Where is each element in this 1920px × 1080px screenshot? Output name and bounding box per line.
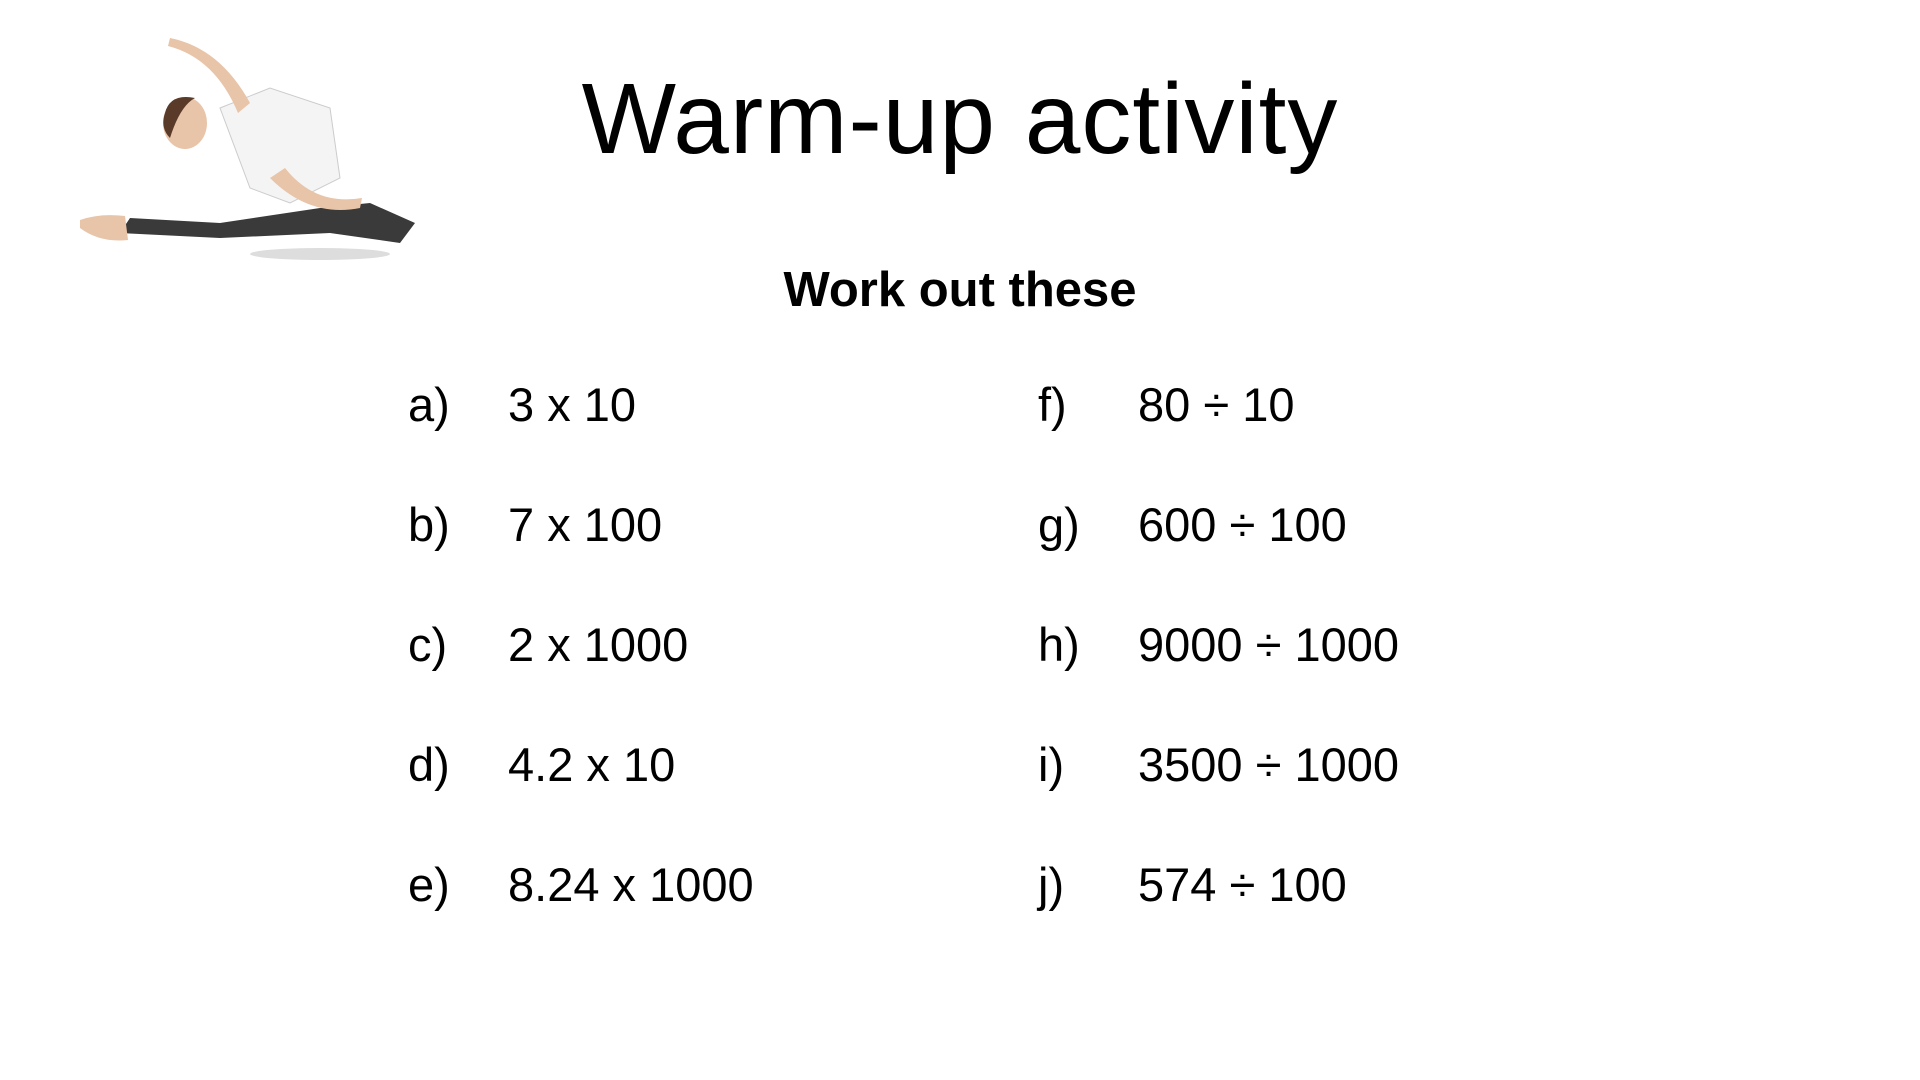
question-label: a) bbox=[408, 378, 450, 431]
question-expression: 4.2 x 10 bbox=[508, 738, 676, 791]
question-expression: 3500 ÷ 1000 bbox=[1138, 738, 1400, 791]
question-expression: 600 ÷ 100 bbox=[1138, 498, 1347, 551]
question-label: c) bbox=[408, 618, 448, 671]
question-expression: 3 x 10 bbox=[508, 378, 637, 431]
question-expression: 7 x 100 bbox=[508, 498, 663, 551]
stretching-woman-image bbox=[70, 28, 430, 268]
question-label: d) bbox=[408, 738, 450, 791]
instructions-heading: Work out these bbox=[783, 263, 1137, 317]
question-label: e) bbox=[408, 858, 450, 911]
question-label: j) bbox=[1038, 858, 1065, 911]
question-label: i) bbox=[1038, 738, 1065, 791]
question-label: g) bbox=[1038, 498, 1080, 551]
question-label: b) bbox=[408, 498, 450, 551]
question-expression: 574 ÷ 100 bbox=[1138, 858, 1347, 911]
question-expression: 2 x 1000 bbox=[508, 618, 689, 671]
page-title: Warm-up activity bbox=[581, 63, 1339, 175]
question-expression: 9000 ÷ 1000 bbox=[1138, 618, 1400, 671]
question-label: h) bbox=[1038, 618, 1080, 671]
question-label: f) bbox=[1038, 378, 1067, 431]
question-expression: 8.24 x 1000 bbox=[508, 858, 754, 911]
question-expression: 80 ÷ 10 bbox=[1138, 378, 1295, 431]
